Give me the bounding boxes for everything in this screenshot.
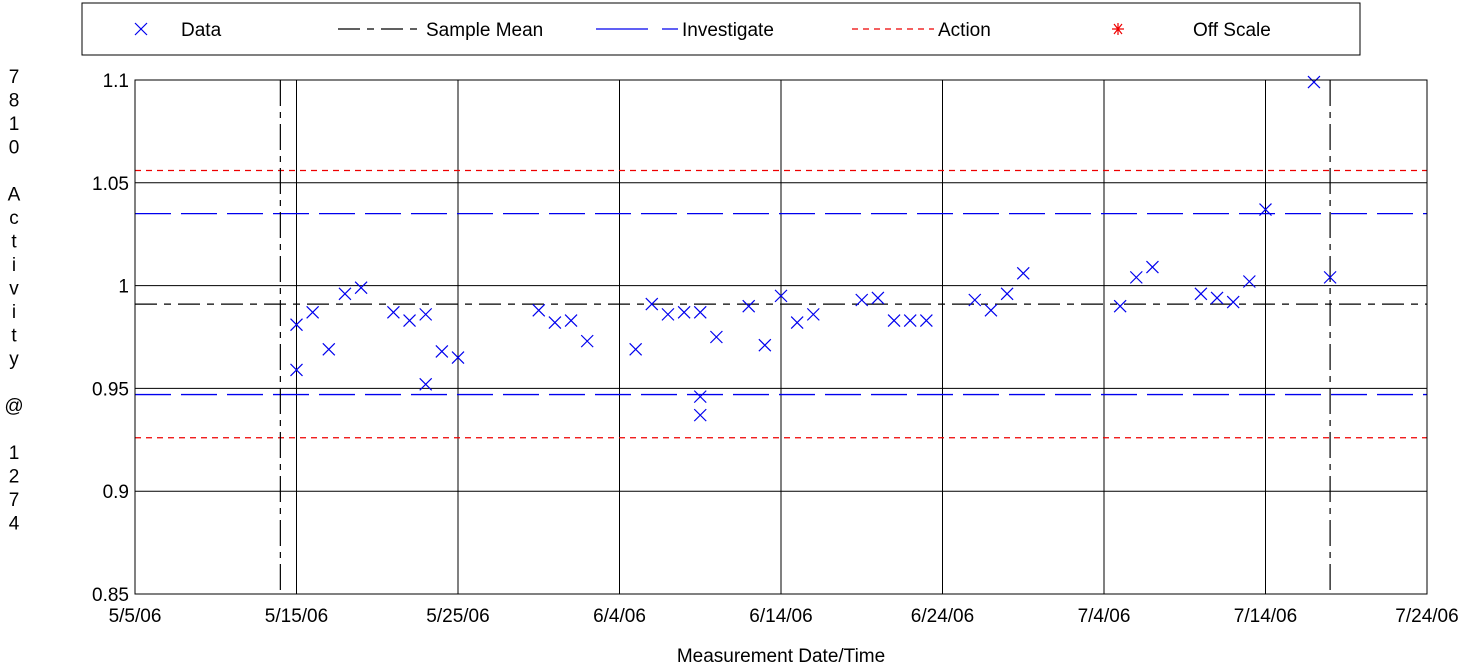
data-point: [968, 293, 982, 307]
data-point: [629, 342, 643, 356]
y-axis-label-char: t: [11, 232, 17, 253]
data-point: [758, 338, 772, 352]
x-tick-label: 5/15/06: [265, 606, 328, 627]
x-tick-label: 6/24/06: [911, 606, 974, 627]
y-axis-label-char: t: [11, 326, 17, 347]
data-point: [1210, 291, 1224, 305]
data-points: [290, 75, 1337, 422]
y-axis-label-char: y: [9, 349, 19, 370]
data-point: [677, 305, 691, 319]
legend-investigate-label: Investigate: [682, 20, 774, 41]
data-point: [451, 351, 465, 364]
y-axis-label-char: i: [12, 302, 16, 323]
y-tick-label: 0.95: [92, 379, 129, 400]
y-axis-label-char: 7: [9, 67, 20, 88]
data-point: [1259, 203, 1272, 216]
y-axis-label-char: 8: [9, 91, 20, 112]
data-point: [693, 390, 707, 404]
data-point: [532, 303, 546, 317]
data-point: [984, 303, 998, 317]
gridlines: [134, 79, 1428, 595]
y-axis-label-char: @: [4, 396, 23, 417]
data-point: [742, 299, 756, 313]
legend: Data Sample Mean Investigate Action Off Scal…: [134, 20, 1271, 41]
data-point: [903, 314, 917, 327]
data-point: [548, 316, 562, 330]
data-point: [774, 289, 788, 303]
data-point: [790, 316, 804, 330]
y-axis-label-char: 7: [9, 490, 20, 511]
data-point: [306, 305, 320, 319]
data-point: [1113, 299, 1127, 313]
data-point: [871, 291, 885, 305]
y-axis-label-char: 1: [9, 443, 20, 464]
y-axis-label-char: v: [9, 279, 19, 300]
y-axis-label-char: i: [12, 255, 16, 276]
data-point: [580, 334, 594, 348]
data-point: [435, 344, 449, 358]
data-point: [1146, 260, 1159, 274]
data-point: [693, 305, 707, 319]
data-point: [1307, 75, 1321, 89]
y-axis-label-char: 0: [9, 138, 20, 159]
x-tick-label: 5/5/06: [109, 606, 162, 627]
legend-box: [81, 2, 1361, 56]
data-point: [645, 297, 659, 311]
data-point: [709, 330, 723, 344]
data-point: [887, 314, 901, 327]
x-tick-label: 7/24/06: [1395, 606, 1458, 627]
legend-off-scale-label: Off Scale: [1193, 20, 1271, 41]
data-point: [919, 314, 933, 327]
data-point: [564, 314, 578, 327]
y-axis-label-char: 1: [9, 114, 20, 135]
legend-off-scale-marker: [1112, 23, 1124, 35]
x-tick-label: 7/14/06: [1234, 606, 1297, 627]
data-point: [1242, 275, 1256, 288]
data-point: [386, 305, 400, 319]
data-point: [661, 307, 675, 321]
data-point: [1129, 270, 1143, 284]
data-point: [1000, 287, 1014, 301]
x-tick-labels: 5/5/06 5/15/06 5/25/06 6/4/06 6/14/06 6/24/06…: [109, 606, 1459, 627]
legend-data-marker: [134, 22, 148, 36]
data-point: [403, 314, 416, 327]
data-point: [290, 318, 303, 332]
y-tick-label: 0.85: [92, 585, 129, 606]
y-tick-label: 1.1: [103, 71, 129, 92]
data-point: [419, 377, 433, 391]
data-point: [419, 307, 433, 321]
x-tick-label: 6/14/06: [749, 606, 812, 627]
y-axis-label-char: A: [8, 185, 21, 206]
legend-sample-mean-label: Sample Mean: [426, 20, 543, 41]
data-point: [693, 408, 707, 422]
data-point: [354, 281, 368, 295]
y-tick-labels: 0.85 0.9 0.95 1 1.05 1.1: [92, 71, 129, 606]
x-tick-label: 5/25/06: [426, 606, 489, 627]
plot-area-frame: [134, 79, 1428, 595]
x-tick-label: 6/4/06: [593, 606, 646, 627]
x-axis-label: Measurement Date/Time: [677, 646, 885, 667]
y-axis-label-char: c: [9, 208, 19, 229]
y-tick-label: 0.9: [103, 482, 129, 503]
x-tick-label: 7/4/06: [1078, 606, 1131, 627]
data-point: [290, 363, 303, 377]
y-axis-label-char: 4: [9, 514, 20, 535]
data-point: [322, 342, 336, 356]
legend-data-label: Data: [181, 20, 222, 41]
data-point: [1016, 266, 1030, 280]
data-point: [806, 307, 820, 321]
reference-lines: [135, 80, 1427, 594]
data-point: [855, 293, 869, 307]
y-axis-label-char: 2: [9, 467, 20, 488]
y-tick-label: 1: [118, 277, 129, 298]
y-tick-label: 1.05: [92, 174, 129, 195]
data-point: [1226, 295, 1240, 309]
data-point: [338, 287, 352, 301]
data-point: [1194, 287, 1208, 301]
data-point: [1323, 270, 1337, 284]
legend-action-label: Action: [938, 20, 991, 41]
